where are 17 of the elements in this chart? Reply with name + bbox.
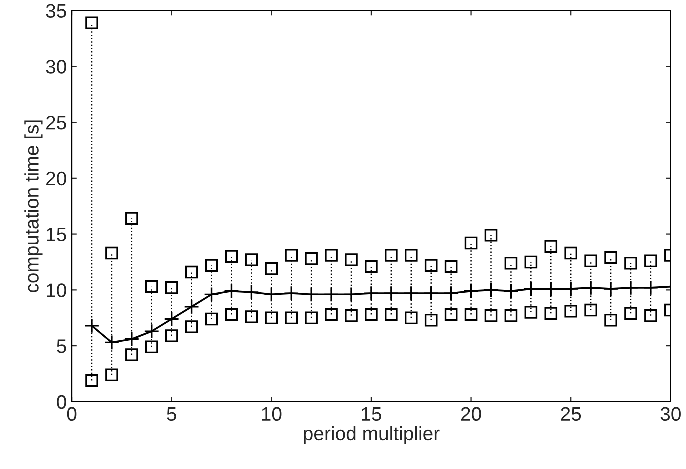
y-tick-label: 15 <box>47 228 66 242</box>
y-axis-title: computation time [s] <box>24 120 43 293</box>
y-tick-label: 20 <box>46 172 66 186</box>
x-tick-label: 15 <box>362 408 382 422</box>
y-tick-label: 30 <box>46 60 66 74</box>
y-tick-label: 35 <box>46 4 66 18</box>
x-tick-label: 20 <box>461 407 482 422</box>
x-tick-label: 0 <box>67 407 77 422</box>
y-tick-label: 25 <box>46 116 66 130</box>
y-tick-label: 5 <box>57 340 66 354</box>
x-tick-label: 10 <box>262 407 282 422</box>
y-tick-label: 10 <box>47 284 66 298</box>
x-tick-label: 30 <box>660 407 681 422</box>
x-tick-label: 5 <box>167 408 176 422</box>
y-tick-label: 0 <box>57 395 66 410</box>
x-tick-label: 25 <box>561 407 582 422</box>
x-axis-title: period multiplier <box>304 426 440 444</box>
